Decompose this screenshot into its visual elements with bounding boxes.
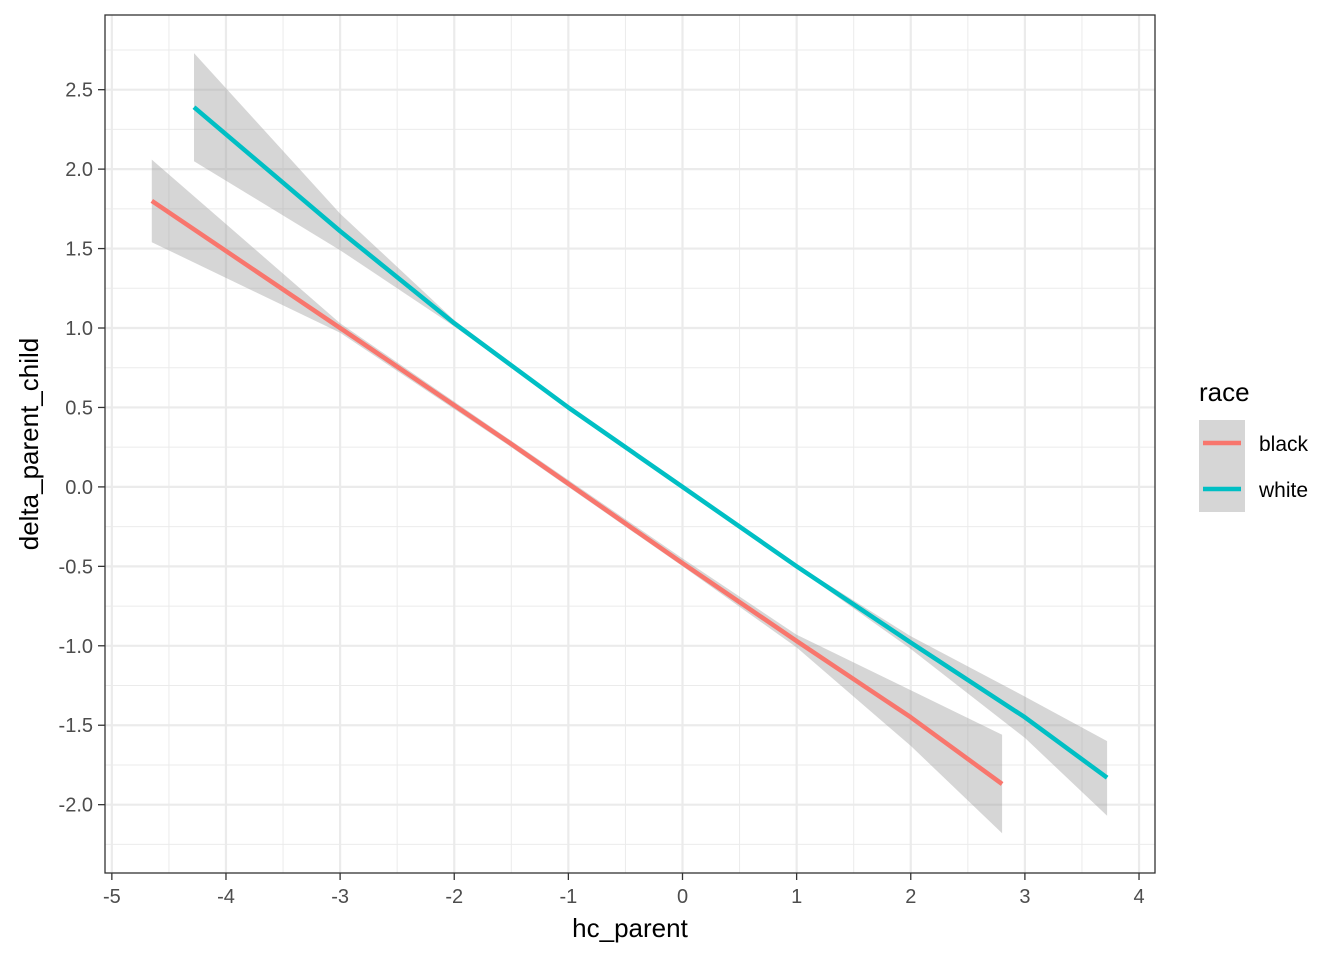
y-tick-label: -1.0 bbox=[59, 636, 93, 658]
legend-label-black: black bbox=[1259, 433, 1309, 456]
confidence-band-white bbox=[194, 53, 1108, 816]
series-line-black bbox=[150, 199, 1004, 786]
y-tick-label: 1.0 bbox=[65, 318, 93, 340]
x-tick-label: -1 bbox=[559, 886, 577, 908]
y-axis-title: delta_parent_child bbox=[14, 338, 44, 551]
confidence-bands bbox=[151, 53, 1108, 834]
x-tick-label: 3 bbox=[1019, 886, 1030, 908]
x-axis: -5 -4 -3 -2 -1 0 1 2 3 4 bbox=[103, 873, 1145, 908]
y-tick-label: 0.0 bbox=[65, 477, 93, 499]
x-tick-label: -2 bbox=[445, 886, 463, 908]
x-tick-label: 2 bbox=[905, 886, 916, 908]
y-tick-label: 2.5 bbox=[65, 80, 93, 102]
x-tick-label: -4 bbox=[217, 886, 235, 908]
series-line-white bbox=[192, 105, 1109, 780]
x-tick-label: 1 bbox=[791, 886, 802, 908]
y-tick-label: -0.5 bbox=[59, 556, 93, 578]
y-axis: 2.5 2.0 1.5 1.0 0.5 0.0 -0.5 -1.0 -1.5 -2.0 bbox=[59, 80, 105, 817]
y-tick-label: 2.0 bbox=[65, 159, 93, 181]
x-axis-title: hc_parent bbox=[572, 913, 688, 943]
regression-lines bbox=[150, 105, 1109, 786]
legend-title: race bbox=[1199, 377, 1250, 407]
y-tick-label: -2.0 bbox=[59, 795, 93, 817]
plot-border bbox=[104, 14, 1156, 874]
x-tick-label: 4 bbox=[1133, 886, 1144, 908]
legend-label-white: white bbox=[1258, 479, 1308, 502]
x-tick-label: -3 bbox=[331, 886, 349, 908]
major-gridlines bbox=[105, 15, 1155, 873]
y-tick-label: -1.5 bbox=[59, 715, 93, 737]
legend: race black white bbox=[1199, 377, 1309, 512]
x-tick-label: -5 bbox=[103, 886, 121, 908]
plot-panel bbox=[105, 15, 1155, 873]
x-tick-label: 0 bbox=[677, 886, 688, 908]
y-tick-label: 1.5 bbox=[65, 239, 93, 261]
y-tick-label: 0.5 bbox=[65, 397, 93, 419]
minor-gridlines bbox=[105, 15, 1155, 873]
